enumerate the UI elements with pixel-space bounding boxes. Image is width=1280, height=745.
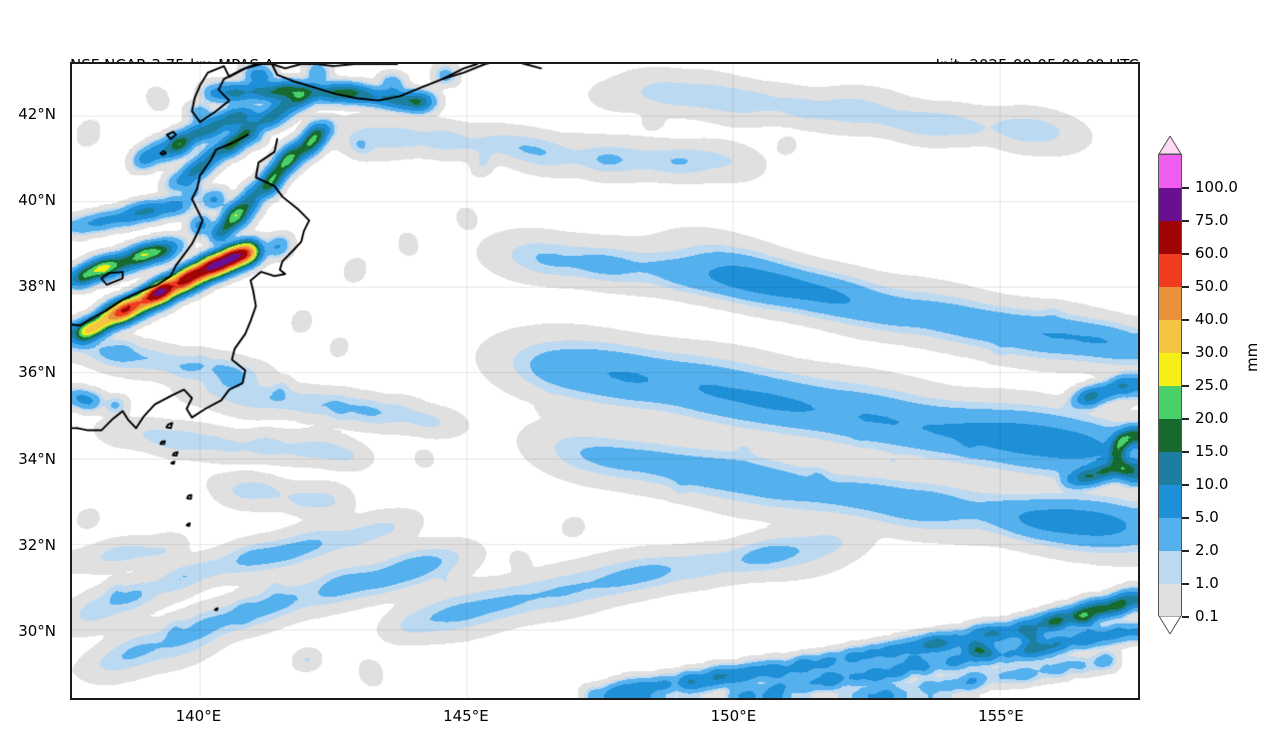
- map-plot-area[interactable]: [70, 62, 1140, 700]
- colorbar-tick: 2.0: [1182, 541, 1219, 559]
- colorbar-tick-text: 40.0: [1195, 310, 1229, 328]
- colorbar-over-arrow: [1158, 136, 1182, 154]
- colorbar-tick-text: 20.0: [1195, 409, 1229, 427]
- colorbar-tick-text: 25.0: [1195, 376, 1229, 394]
- colorbar-tick-text: 2.0: [1195, 541, 1219, 559]
- colorbar-tick: 1.0: [1182, 574, 1219, 592]
- colorbar-unit-label: mm: [1243, 342, 1261, 372]
- lat-tick-label: 38°N: [18, 277, 56, 296]
- colorbar-band: [1159, 518, 1181, 551]
- colorbar-tick: 30.0: [1182, 343, 1228, 361]
- colorbar-band: [1159, 485, 1181, 518]
- colorbar-tick: 75.0: [1182, 211, 1228, 229]
- colorbar-band: [1159, 155, 1181, 188]
- colorbar-band: [1159, 320, 1181, 353]
- colorbar-tick: 60.0: [1182, 244, 1228, 262]
- colorbar-band: [1159, 188, 1181, 221]
- colorbar-tick: 15.0: [1182, 442, 1228, 460]
- lat-tick-label: 42°N: [18, 104, 56, 123]
- colorbar-band: [1159, 254, 1181, 287]
- lon-tick-label: 145°E: [443, 707, 489, 725]
- colorbar-tick: 10.0: [1182, 475, 1228, 493]
- colorbar-tick-text: 5.0: [1195, 508, 1219, 526]
- lat-tick-label: 36°N: [18, 363, 56, 382]
- lon-tick-label: 155°E: [978, 707, 1024, 725]
- colorbar-tick: 0.1: [1182, 607, 1219, 625]
- colorbar-tick: 100.0: [1182, 178, 1238, 196]
- colorbar-band: [1159, 353, 1181, 386]
- colorbar-tick-text: 100.0: [1195, 178, 1238, 196]
- colorbar[interactable]: [1158, 136, 1182, 634]
- latitude-axis: 30°N 32°N 34°N 36°N 38°N 40°N 42°N: [0, 0, 64, 745]
- lon-tick-label: 150°E: [710, 707, 757, 725]
- colorbar-band: [1159, 551, 1181, 584]
- lat-tick-label: 32°N: [18, 535, 56, 554]
- colorbar-band: [1159, 287, 1181, 320]
- colorbar-tick-text: 30.0: [1195, 343, 1229, 361]
- colorbar-tick-text: 10.0: [1195, 475, 1229, 493]
- colorbar-tick-text: 60.0: [1195, 244, 1229, 262]
- colorbar-tick: 50.0: [1182, 277, 1228, 295]
- colorbar-tick-text: 50.0: [1195, 277, 1229, 295]
- lat-tick-label: 34°N: [18, 449, 56, 468]
- colorbar-tick: 5.0: [1182, 508, 1219, 526]
- colorbar-band: [1159, 386, 1181, 419]
- precipitation-field: [72, 64, 1138, 698]
- colorbar-tick: 20.0: [1182, 409, 1228, 427]
- colorbar-band: [1159, 452, 1181, 485]
- colorbar-tick-text: 75.0: [1195, 211, 1229, 229]
- colorbar-tick-text: 15.0: [1195, 442, 1229, 460]
- colorbar-band: [1159, 419, 1181, 452]
- colorbar-tick-text: 1.0: [1195, 574, 1219, 592]
- lat-tick-label: 30°N: [18, 622, 56, 641]
- colorbar-band: [1159, 584, 1181, 617]
- colorbar-tick: 25.0: [1182, 376, 1228, 394]
- lat-tick-label: 40°N: [18, 190, 56, 209]
- colorbar-tick: 40.0: [1182, 310, 1228, 328]
- colorbar-tick-text: 0.1: [1195, 607, 1219, 625]
- lon-tick-label: 140°E: [175, 707, 222, 725]
- colorbar-under-arrow: [1158, 616, 1182, 634]
- colorbar-band: [1159, 221, 1181, 254]
- colorbar-bands: [1158, 154, 1182, 617]
- colorbar-tick-labels: 100.0 75.0 60.0 50.0 40.0 30.0 25.0 20.0 15.0 10.…: [1182, 136, 1252, 634]
